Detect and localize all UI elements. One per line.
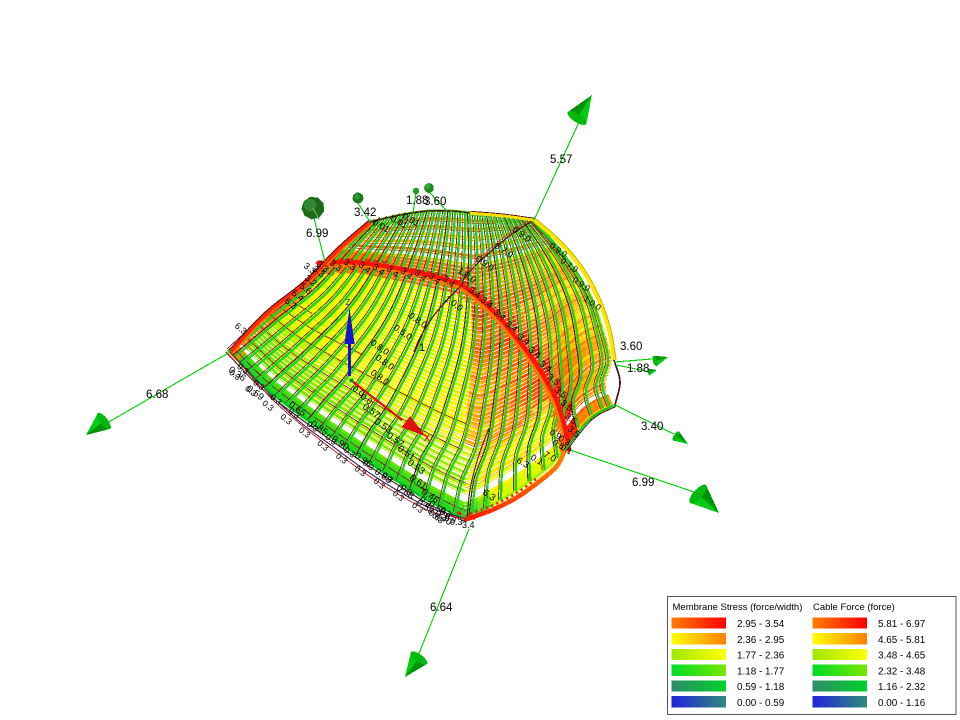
svg-text:1.18 - 1.77: 1.18 - 1.77 [737, 666, 784, 677]
svg-text:1.77 - 2.36: 1.77 - 2.36 [737, 651, 785, 662]
svg-text:0.00 - 1.16: 0.00 - 1.16 [878, 698, 926, 709]
svg-text:1: 1 [419, 342, 425, 354]
svg-text:1.88: 1.88 [627, 363, 649, 375]
svg-text:3.48 - 4.65: 3.48 - 4.65 [878, 651, 926, 662]
svg-text:3.40: 3.40 [641, 421, 663, 433]
svg-text:2.32 - 3.48: 2.32 - 3.48 [878, 666, 926, 677]
svg-text:3.60: 3.60 [620, 341, 642, 353]
svg-text:5.81 - 6.97: 5.81 - 6.97 [878, 619, 925, 630]
svg-text:2.95 - 3.54: 2.95 - 3.54 [737, 619, 785, 630]
svg-text:0.00 - 0.59: 0.00 - 0.59 [737, 698, 785, 709]
svg-text:1.16 - 2.32: 1.16 - 2.32 [878, 682, 925, 693]
svg-text:X: X [424, 433, 430, 443]
svg-text:Cable Force (force): Cable Force (force) [813, 602, 895, 613]
svg-text:3.42: 3.42 [354, 207, 376, 219]
svg-text:6.68: 6.68 [146, 389, 168, 401]
svg-text:6.99: 6.99 [306, 228, 328, 240]
svg-text:4.65 - 5.81: 4.65 - 5.81 [878, 635, 926, 646]
svg-text:1.88: 1.88 [406, 195, 428, 207]
svg-text:3.60: 3.60 [424, 196, 446, 208]
svg-text:6.99: 6.99 [632, 477, 654, 489]
svg-text:0.59 - 1.18: 0.59 - 1.18 [737, 682, 785, 693]
svg-text:0.3: 0.3 [450, 517, 463, 527]
svg-text:6.64: 6.64 [430, 602, 453, 614]
svg-text:5.57: 5.57 [550, 154, 572, 166]
svg-text:2.36 - 2.95: 2.36 - 2.95 [737, 635, 785, 646]
svg-text:0.0: 0.0 [437, 513, 450, 523]
svg-text:3.4: 3.4 [462, 520, 475, 530]
svg-text:Z: Z [346, 298, 351, 307]
svg-text:Membrane Stress (force/width): Membrane Stress (force/width) [673, 602, 803, 613]
